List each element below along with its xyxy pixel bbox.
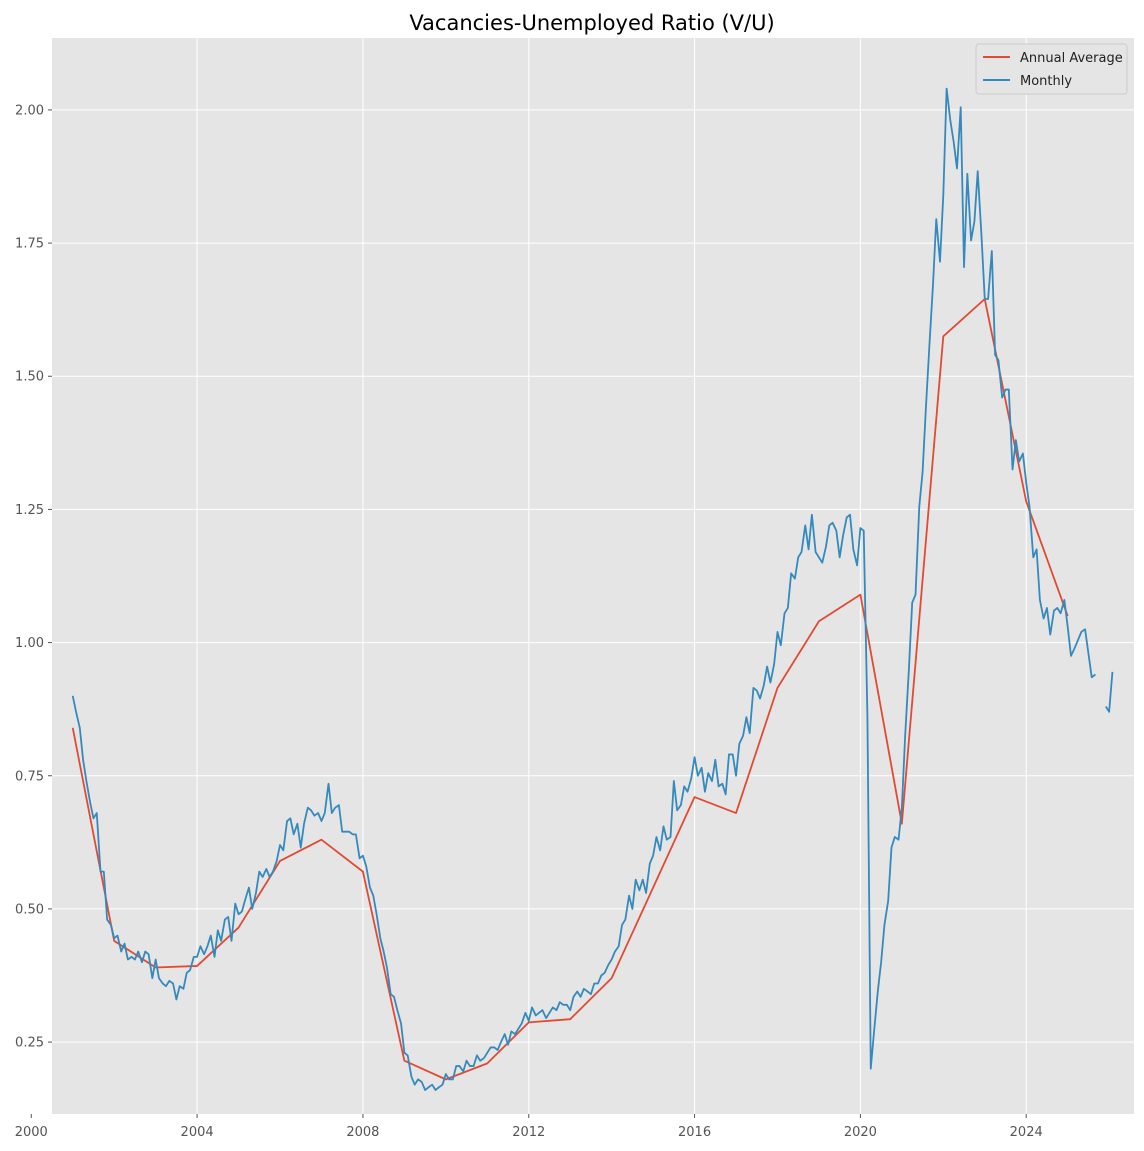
legend: Annual Average Monthly — [975, 43, 1128, 95]
y-tick-label: 2.00 — [15, 103, 44, 118]
series-line-monthly — [71, 87, 1114, 1091]
x-tick-label: 2024 — [1010, 1125, 1043, 1140]
x-tick-label: 2004 — [181, 1125, 214, 1140]
y-tick-label: 1.50 — [15, 370, 44, 385]
series-line-annual-average — [71, 298, 1069, 1081]
x-tick-label: 2012 — [512, 1125, 545, 1140]
grid — [30, 38, 1134, 1114]
x-tick-label: 2008 — [346, 1125, 379, 1140]
axis-ticks: 2000 2004 2008 2012 2016 2020 2024 0.25 0.50 0.75… — [15, 103, 1043, 1140]
x-tick-label: 2016 — [678, 1125, 711, 1140]
y-tick-label: 0.75 — [15, 769, 44, 784]
series-lines — [71, 87, 1114, 1091]
y-tick-label: 1.75 — [15, 237, 44, 252]
legend-box — [975, 43, 1128, 95]
legend-label-annual-average: Annual Average — [1020, 51, 1123, 66]
legend-label-monthly: Monthly — [1020, 74, 1072, 89]
x-tick-label: 2000 — [15, 1125, 48, 1140]
y-tick-label: 1.25 — [15, 503, 44, 518]
y-tick-label: 1.00 — [15, 636, 44, 651]
x-tick-label: 2020 — [844, 1125, 877, 1140]
y-tick-label: 0.25 — [15, 1036, 44, 1051]
chart-title: Vacancies-Unemployed Ratio (V/U) — [409, 11, 774, 35]
y-tick-label: 0.50 — [15, 902, 44, 917]
